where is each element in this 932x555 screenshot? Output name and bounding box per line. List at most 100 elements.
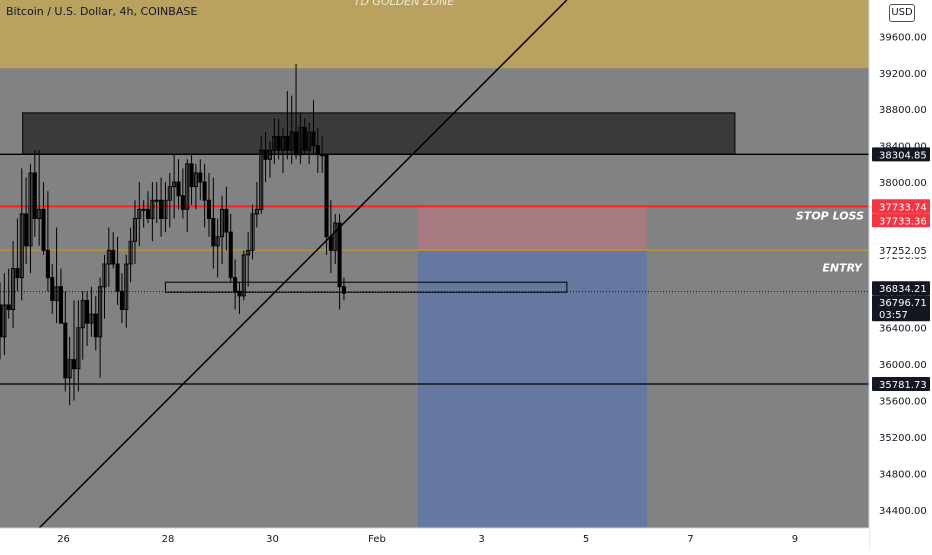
candle	[119, 273, 124, 324]
entry-box	[164, 281, 568, 293]
candle-body	[185, 163, 190, 210]
candle-body	[315, 145, 320, 156]
candle-body	[106, 249, 111, 265]
candle-body	[180, 195, 185, 210]
candle	[228, 213, 233, 283]
candle-body	[280, 136, 286, 151]
candle	[146, 191, 151, 224]
price-tick-label: 39200.00	[879, 69, 927, 80]
candle-body	[163, 199, 168, 219]
candle-body	[128, 240, 133, 265]
candle-body	[45, 249, 50, 279]
price-tick-label: 39600.00	[879, 32, 927, 43]
candle	[63, 291, 68, 392]
candle	[267, 141, 272, 178]
candle-body	[220, 208, 225, 238]
candle	[202, 163, 207, 228]
candle	[6, 268, 11, 319]
candle-body	[146, 208, 151, 219]
candle-body	[172, 181, 177, 188]
candle-body	[58, 286, 63, 324]
candle-body	[159, 199, 164, 219]
candle-body	[294, 131, 299, 156]
price-badge-bg	[872, 147, 930, 162]
candle-body	[215, 236, 220, 247]
candle-body	[341, 286, 346, 294]
candle	[54, 227, 59, 324]
candle	[172, 154, 177, 219]
candle	[45, 191, 50, 292]
candle-body	[333, 222, 338, 251]
candle-body	[267, 149, 272, 160]
candle	[341, 277, 346, 301]
time-ticks: 26 28 30 Feb 3 5 7 9	[57, 534, 798, 545]
candle-body	[141, 208, 146, 211]
candle-body	[132, 217, 137, 242]
candle-body	[289, 131, 294, 151]
candle	[50, 264, 55, 315]
candle	[215, 218, 220, 278]
symbol-title: Bitcoin / U.S. Dollar, 4h, COINBASE	[6, 5, 198, 18]
candle	[106, 227, 111, 287]
candle-body	[85, 299, 90, 324]
candle-body	[224, 208, 229, 233]
price-badge-label: 36796.71	[879, 298, 927, 309]
candle-body	[24, 213, 29, 247]
candle	[85, 291, 90, 346]
candle-body	[32, 172, 37, 219]
candle	[224, 186, 229, 251]
candle-body	[137, 208, 142, 219]
candle-body	[307, 131, 312, 151]
currency-button[interactable]: USD	[889, 4, 915, 22]
candle-body	[233, 277, 238, 292]
candle	[37, 150, 42, 246]
candle	[67, 336, 72, 406]
candle-body	[102, 263, 107, 288]
time-tick-label: 3	[478, 534, 484, 545]
candle	[315, 127, 320, 173]
candle-body	[67, 359, 72, 379]
candle	[298, 113, 303, 164]
candle-body	[54, 286, 59, 301]
candle	[333, 213, 338, 264]
price-tick-label: 36000.00	[879, 360, 927, 371]
candle	[220, 195, 225, 264]
candle	[180, 168, 185, 219]
candle-body	[111, 249, 116, 265]
price-tick-label: 34400.00	[879, 506, 927, 517]
candle-body	[254, 208, 259, 215]
candle-body	[285, 136, 290, 151]
price-badge-countdown: 03:57	[879, 310, 908, 321]
candle	[263, 132, 268, 183]
price-tick-label: 38800.00	[879, 105, 927, 116]
time-tick-label: 26	[57, 534, 70, 545]
candle	[111, 232, 116, 269]
candle	[76, 300, 81, 392]
time-axis[interactable]	[0, 528, 869, 550]
candle	[211, 177, 216, 269]
candle	[80, 291, 85, 360]
candle-body	[189, 163, 194, 188]
price-badge: 35781.73	[872, 377, 930, 392]
candle-body	[198, 172, 203, 183]
candle	[150, 182, 155, 242]
candle	[289, 95, 294, 164]
candle	[198, 159, 203, 201]
price-tick-label: 38400.00	[879, 142, 927, 153]
price-badges: 38304.8537733.7437733.3637252.0537252.05…	[872, 147, 930, 392]
trendline	[38, 0, 568, 529]
candle	[154, 182, 159, 224]
entry-label: ENTRY	[822, 261, 863, 274]
candle	[241, 250, 246, 301]
price-badge: 38304.85	[872, 147, 930, 162]
candle	[185, 159, 190, 233]
price-tick-label: 38000.00	[879, 178, 927, 189]
price-badge-bg	[872, 295, 930, 322]
candle-body	[259, 149, 264, 210]
candle	[124, 254, 129, 328]
candle-body	[37, 208, 42, 219]
price-axis[interactable]	[869, 0, 932, 550]
price-tick-label: 34800.00	[879, 469, 927, 480]
